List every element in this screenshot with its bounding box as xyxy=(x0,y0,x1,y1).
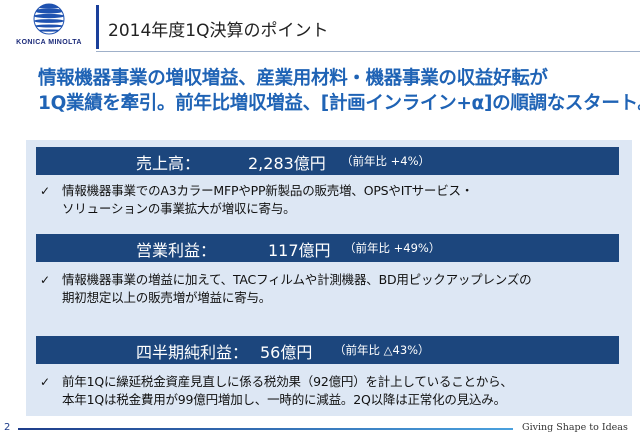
header-accent-bar xyxy=(96,5,99,49)
headline: 情報機器事業の増収増益、産業用材料・機器事業の収益好転が 1Q業績を牽引。前年比… xyxy=(38,66,640,116)
sales-bar: 売上高： 2,283億円 （前年比 +4%） xyxy=(36,147,619,175)
net-income-value: 56億円 xyxy=(260,343,313,362)
net-income-bullet-line-1: 前年1Qに繰延税金資産見直しに係る税効果（92億円）を計上していることから、 xyxy=(62,374,513,389)
operating-income-bullet-line-1: 情報機器事業の増益に加えて、TACフィルムや計測機器、BD用ピックアップレンズの xyxy=(62,272,532,287)
operating-income-bullet-line-2: 期初想定以上の販売増が増益に寄与。 xyxy=(62,290,272,305)
sales-yoy: （前年比 +4%） xyxy=(341,154,431,168)
sales-bullet-line-1: 情報機器事業でのA3カラーMFPやPP新製品の販売増、OPSやITサービス・ xyxy=(62,183,474,198)
headline-line-2: 1Q業績を牽引。前年比増収増益、[計画インライン+α]の順調なスタート。 xyxy=(38,93,640,114)
globe-icon xyxy=(33,3,65,35)
logo-text: KONICA MINOLTA xyxy=(16,39,82,46)
sales-label: 売上高： xyxy=(136,154,201,173)
operating-income-yoy: （前年比 +49%） xyxy=(344,241,441,255)
net-income-bar: 四半期純利益： 56億円 （前年比 △43%） xyxy=(36,336,619,364)
check-icon: ✓ xyxy=(40,273,51,287)
net-income-bullet-line-2: 本年1Qは税金費用が99億円増加し、一時的に減益。2Q以降は正常化の見込み。 xyxy=(62,392,506,407)
footer-divider xyxy=(18,428,513,430)
company-logo: KONICA MINOLTA xyxy=(6,3,92,55)
tagline: Giving Shape to Ideas xyxy=(522,422,628,433)
headline-line-1: 情報機器事業の増収増益、産業用材料・機器事業の収益好転が xyxy=(38,68,548,89)
sales-bullet-line-2: ソリューションの事業拡大が増収に寄与。 xyxy=(62,201,296,216)
page-number: 2 xyxy=(4,422,11,433)
operating-income-label: 営業利益： xyxy=(136,241,217,260)
sales-value: 2,283億円 xyxy=(248,154,326,173)
page-title: 2014年度1Q決算のポイント xyxy=(108,21,329,41)
summary-panel xyxy=(26,140,632,416)
slide-header: KONICA MINOLTA 2014年度1Q決算のポイント xyxy=(0,0,640,56)
header-divider xyxy=(96,51,640,52)
net-income-yoy: （前年比 △43%） xyxy=(334,343,430,357)
net-income-label: 四半期純利益： xyxy=(136,343,249,362)
check-icon: ✓ xyxy=(40,184,51,198)
check-icon: ✓ xyxy=(40,375,51,389)
operating-income-bar: 営業利益： 117億円 （前年比 +49%） xyxy=(36,234,619,262)
operating-income-value: 117億円 xyxy=(268,241,331,260)
